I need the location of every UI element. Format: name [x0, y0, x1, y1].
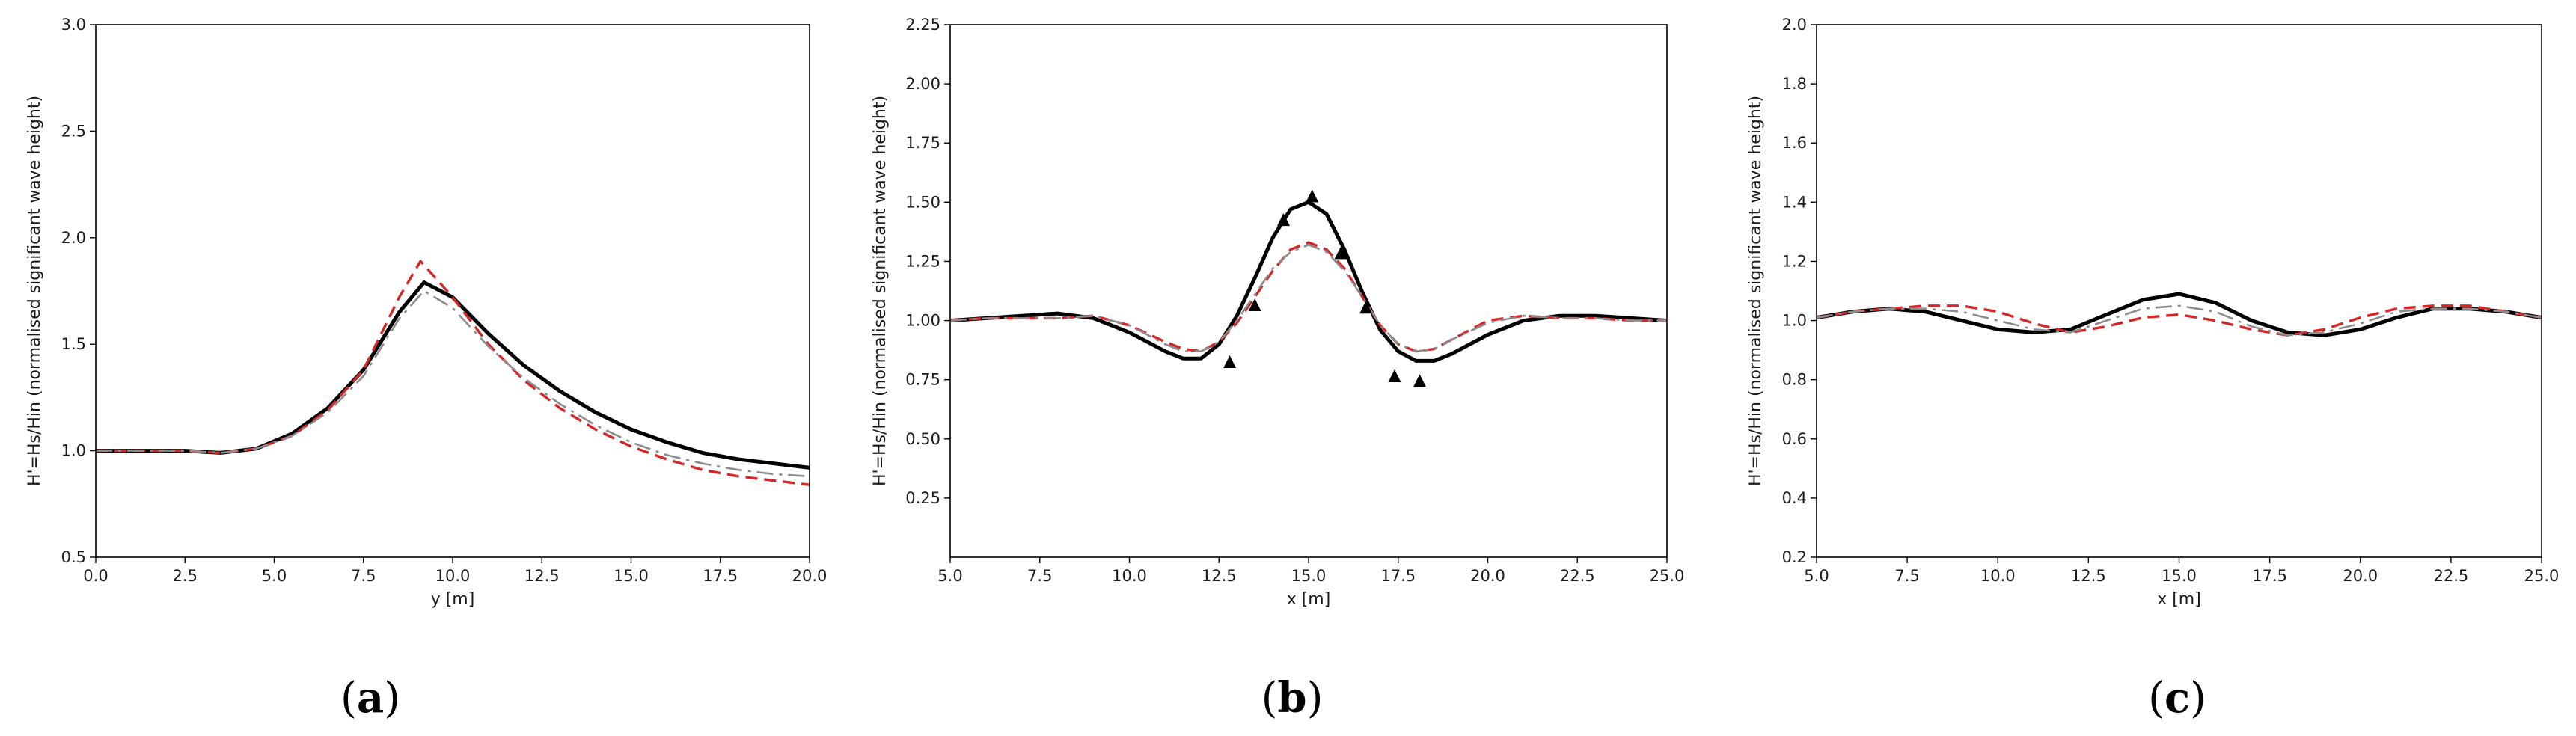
series-line-dashdot: [949, 244, 1667, 352]
measured-point: [1359, 301, 1373, 314]
x-tick-label: 15.0: [1291, 567, 1327, 585]
x-tick-label: 12.5: [2071, 567, 2106, 585]
y-tick-label: 1.6: [1782, 134, 1807, 152]
y-tick-label: 0.5: [61, 548, 86, 566]
y-tick-label: 0.25: [905, 489, 940, 507]
y-tick-label: 2.25: [905, 16, 940, 34]
series-line-solid: [949, 200, 1668, 363]
x-tick-label: 25.0: [1650, 567, 1685, 585]
y-tick-label: 2.00: [905, 75, 940, 93]
y-tick-label: 1.0: [1782, 312, 1807, 330]
measured-point: [1248, 298, 1261, 312]
series-line-dashed: [96, 260, 810, 486]
plot-frame: [95, 24, 810, 558]
y-tick-label: 2.0: [1782, 16, 1807, 34]
x-tick-label: 20.0: [2343, 567, 2378, 585]
plot-frame: [949, 24, 1668, 558]
series-line-dashed: [949, 241, 1667, 353]
y-axis-label: H'=Hs/Hin (normalised significant wave h…: [25, 96, 44, 486]
y-tick-label: 1.5: [61, 335, 86, 353]
x-tick-label: 22.5: [2433, 567, 2468, 585]
measured-point: [1334, 246, 1347, 260]
y-tick-label: 1.2: [1782, 252, 1807, 270]
series-line-solid: [96, 280, 810, 470]
panel-b: 5.0 7.5 10.0 12.5 15.0 17.5 20.0 22.5 25.0 0.25 0.…: [871, 16, 1684, 723]
y-tick-label: 0.2: [1782, 548, 1807, 566]
x-tick-label: 5.0: [262, 567, 287, 585]
series-line-dashdot: [1816, 304, 2542, 337]
measured-point: [1388, 369, 1401, 382]
x-tick-label: 7.5: [351, 567, 376, 585]
x-tick-label: 5.0: [1804, 567, 1829, 585]
x-tick-label: 15.0: [614, 567, 649, 585]
x-tick-label: 12.5: [1202, 567, 1237, 585]
panel-a: 0.0 2.5 5.0 7.5 10.0 12.5 15.0 17.5 20.0 0.5 1.0 1.…: [25, 16, 827, 723]
y-tick-label: 0.6: [1782, 430, 1807, 448]
panel-c: 5.0 7.5 10.0 12.5 15.0 17.5 20.0 22.5 25.0 0.2 0.4…: [1746, 16, 2559, 723]
measured-point: [1223, 355, 1237, 368]
x-tick-label: 17.5: [703, 567, 738, 585]
x-tick-label: 17.5: [2252, 567, 2287, 585]
x-tick-label: 20.0: [792, 567, 827, 585]
x-tick-label: 10.0: [1112, 567, 1147, 585]
x-tick-label: 7.5: [1894, 567, 1919, 585]
measured-point: [1306, 189, 1319, 203]
y-tick-label: 1.0: [61, 442, 86, 460]
plot-frame: [1816, 24, 2542, 558]
x-axis-label: x [m]: [1287, 590, 1331, 609]
x-tick-label: 5.0: [937, 567, 962, 585]
x-tick-label: 10.0: [1980, 567, 2016, 585]
x-tick-label: 10.0: [435, 567, 471, 585]
x-tick-label: 17.5: [1380, 567, 1416, 585]
y-tick-label: 1.50: [905, 193, 940, 211]
x-tick-label: 0.0: [83, 567, 108, 585]
y-tick-label: 1.75: [905, 134, 940, 152]
y-tick-label: 3.0: [61, 16, 86, 34]
x-tick-label: 15.0: [2162, 567, 2197, 585]
y-tick-label: 2.0: [61, 229, 86, 247]
series-line-dashdot: [96, 289, 810, 478]
measured-point: [1413, 374, 1426, 387]
panel-label: (b): [1261, 673, 1324, 723]
y-tick-label: 0.50: [905, 430, 940, 448]
x-tick-label: 2.5: [173, 567, 198, 585]
x-axis-label: y [m]: [431, 590, 475, 609]
x-tick-label: 22.5: [1560, 567, 1595, 585]
y-tick-label: 0.8: [1782, 371, 1807, 389]
y-tick-label: 0.4: [1782, 489, 1807, 507]
y-axis-label: H'=Hs/Hin (normalised significant wave h…: [1746, 96, 1765, 486]
series-line-dashed: [1816, 304, 2542, 337]
x-axis-label: x [m]: [2157, 590, 2201, 609]
y-axis-label: H'=Hs/Hin (normalised significant wave h…: [871, 96, 890, 486]
x-tick-label: 7.5: [1027, 567, 1052, 585]
x-tick-label: 25.0: [2524, 567, 2560, 585]
y-tick-label: 2.5: [61, 122, 86, 140]
y-tick-label: 1.25: [905, 252, 940, 270]
measured-point: [1276, 213, 1290, 227]
series-line-solid: [1816, 292, 2542, 337]
panel-label: (a): [340, 673, 400, 723]
y-tick-label: 1.8: [1782, 75, 1807, 93]
y-tick-label: 1.00: [905, 312, 940, 330]
x-tick-label: 20.0: [1470, 567, 1505, 585]
x-tick-label: 12.5: [524, 567, 560, 585]
y-tick-label: 0.75: [905, 371, 940, 389]
panel-label: (c): [2148, 673, 2206, 723]
y-tick-label: 1.4: [1782, 193, 1807, 211]
